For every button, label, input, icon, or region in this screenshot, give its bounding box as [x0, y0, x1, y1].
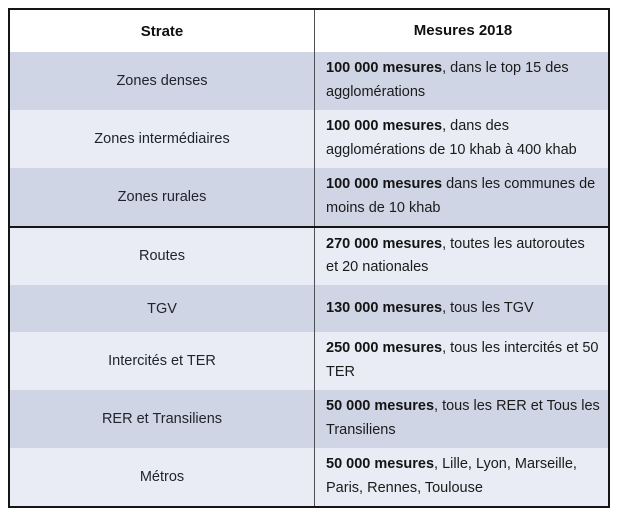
table-row-zones-intermediaires: Zones intermédiaires 100 000 mesures, da… [10, 109, 608, 168]
strate-label: Zones rurales [117, 188, 207, 205]
strate-label: RER et Transiliens [101, 411, 223, 428]
column-header-strate-label: Strate [140, 22, 184, 40]
mesures-text: 250 000 mesures, tous les intercités et … [326, 337, 600, 385]
strate-label: Zones denses [116, 72, 208, 89]
column-header-mesures: Mesures 2018 [314, 10, 608, 52]
strate-label: TGV [147, 300, 177, 317]
mesures-cell: 50 000 mesures, Lille, Lyon, Marseille, … [314, 448, 608, 506]
strate-mesures-table: Strate Mesures 2018 Zones denses 100 000… [8, 8, 610, 508]
strate-label: Routes [139, 248, 185, 265]
strate-cell: RER et Transiliens [10, 390, 314, 448]
strate-cell: Zones rurales [10, 168, 314, 226]
mesures-detail: , tous les intercités et 50 TER [326, 340, 599, 381]
mesures-text: 130 000 mesures, tous les TGV [326, 297, 534, 321]
mesures-cell: 100 000 mesures dans les communes de moi… [314, 167, 608, 226]
mesures-text: 100 000 mesures dans les communes de moi… [326, 173, 600, 221]
strate-label: Métros [139, 468, 185, 485]
mesures-cell: 100 000 mesures, dans le top 15 des aggl… [314, 52, 608, 110]
strate-cell: Intercités et TER [10, 332, 314, 390]
strate-cell: Métros [10, 448, 314, 506]
mesures-detail: , toutes les autoroutes et 20 nationales [326, 235, 585, 276]
mesures-count: 50 000 mesures [326, 456, 435, 473]
mesures-text: 270 000 mesures, toutes les autoroutes e… [326, 233, 600, 281]
mesures-detail: , dans le top 15 des agglomérations [326, 60, 569, 100]
mesures-count: 250 000 mesures [326, 340, 443, 357]
table-row-routes: Routes 270 000 mesures, toutes les autor… [10, 227, 608, 286]
strate-cell: Routes [10, 228, 314, 286]
strate-cell: Zones denses [10, 52, 314, 110]
mesures-count: 130 000 mesures [326, 299, 443, 316]
table-row-intercites-ter: Intercités et TER 250 000 mesures, tous … [10, 332, 608, 391]
mesures-text: 100 000 mesures, dans le top 15 des aggl… [326, 57, 600, 105]
mesures-count: 100 000 mesures [326, 60, 443, 76]
mesures-cell: 50 000 mesures, tous les RER et Tous les… [314, 390, 608, 449]
strate-cell: TGV [10, 285, 314, 332]
mesures-cell: 130 000 mesures, tous les TGV [314, 285, 608, 333]
mesures-detail: , tous les RER et Tous les Transiliens [326, 398, 600, 439]
mesures-detail: dans les communes de moins de 10 khab [326, 175, 596, 216]
strate-cell: Zones intermédiaires [10, 110, 314, 168]
mesures-text: 50 000 mesures, tous les RER et Tous les… [326, 395, 600, 443]
table-row-zones-rurales: Zones rurales 100 000 mesures dans les c… [10, 167, 608, 228]
column-header-mesures-label: Mesures 2018 [413, 21, 513, 39]
mesures-count: 50 000 mesures [326, 398, 435, 415]
mesures-count: 100 000 mesures [326, 175, 443, 192]
mesures-count: 100 000 mesures [326, 117, 443, 134]
mesures-text: 100 000 mesures, dans des agglomérations… [326, 115, 600, 163]
mesures-detail: , tous les TGV [442, 299, 534, 316]
mesures-cell: 250 000 mesures, tous les intercités et … [314, 332, 608, 391]
strate-label: Zones intermédiaires [94, 130, 230, 147]
table-row-tgv: TGV 130 000 mesures, tous les TGV [10, 285, 608, 333]
strate-label: Intercités et TER [108, 353, 216, 370]
mesures-cell: 270 000 mesures, toutes les autoroutes e… [314, 227, 608, 286]
column-header-strate: Strate [10, 10, 314, 52]
table-row-zones-denses: Zones denses 100 000 mesures, dans le to… [10, 52, 608, 110]
table-header-row: Strate Mesures 2018 [10, 10, 608, 52]
mesures-text: 50 000 mesures, Lille, Lyon, Marseille, … [326, 453, 600, 501]
mesures-detail: , dans des agglomérations de 10 khab à 4… [326, 117, 577, 158]
mesures-cell: 100 000 mesures, dans des agglomérations… [314, 109, 608, 168]
table-row-metros: Métros 50 000 mesures, Lille, Lyon, Mars… [10, 448, 608, 506]
mesures-count: 270 000 mesures [326, 235, 443, 252]
table-row-rer-transiliens: RER et Transiliens 50 000 mesures, tous … [10, 390, 608, 449]
